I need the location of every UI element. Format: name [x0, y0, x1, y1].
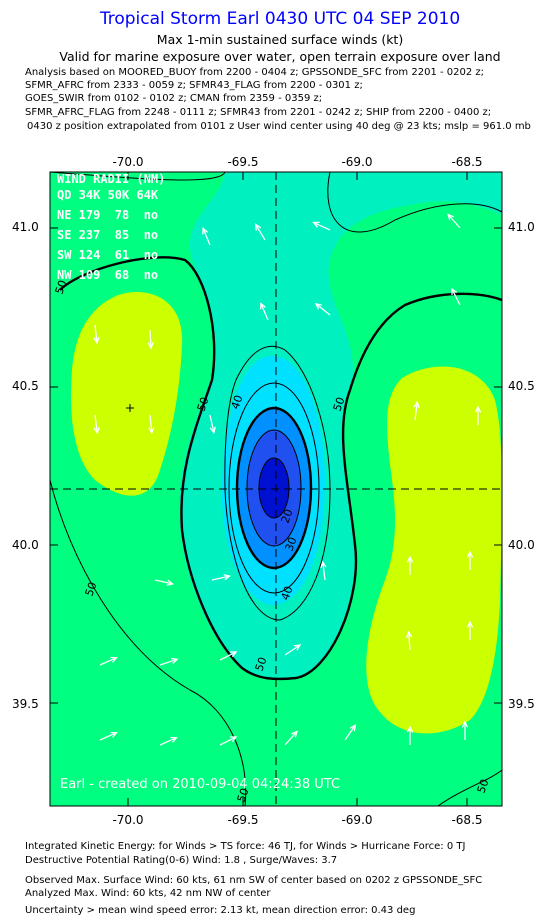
wind-arrow: [405, 630, 413, 651]
wind-arrow: [99, 731, 118, 741]
chart-title: Tropical Storm Earl 0430 UTC 04 SEP 2010: [99, 9, 461, 29]
wind-arrow: [344, 724, 357, 741]
x-tick-top: -69.5: [227, 155, 259, 169]
chart-subtitle: Max 1-min sustained surface winds (kt): [156, 32, 404, 47]
x-tick-bottom: -69.0: [341, 813, 373, 827]
wind-arrow: [284, 644, 302, 656]
wind-arrow: [93, 324, 100, 345]
wind-arrow: [312, 221, 331, 231]
contour-line-20: [235, 406, 313, 570]
wind-arrow: [209, 414, 216, 435]
contour-line-50: [437, 769, 502, 806]
contour-label: 50: [83, 580, 100, 598]
wind-vectors: [93, 213, 482, 746]
x-tick-bottom: -70.0: [112, 813, 144, 827]
contour-line-50: [50, 172, 226, 181]
wind-radii-columns: QD 34K 50K 64K: [57, 188, 159, 202]
dpr-line: Destructive Potential Rating(0-6) Wind: …: [25, 855, 338, 866]
ike-line: Integrated Kinetic Energy: for Winds > T…: [25, 841, 466, 852]
wind-arrow: [219, 651, 238, 661]
wind-radii-row: NE 179 78 no: [57, 208, 159, 222]
y-tick-left: 40.5: [12, 379, 39, 393]
max-wind-marker: [126, 404, 134, 412]
wind-arrow: [466, 620, 474, 640]
wind-arrow: [254, 223, 266, 241]
wind-arrow: [159, 736, 178, 746]
wind-arrow: [148, 414, 155, 435]
wind-radii-row: NW 109 68 no: [57, 268, 159, 282]
x-tick-bottom: -68.5: [451, 813, 483, 827]
contour-line-30: [228, 382, 320, 594]
contour-line-10: [246, 429, 302, 547]
y-tick-right: 40.5: [508, 379, 535, 393]
wind-arrow: [451, 287, 461, 306]
contour-label: 30: [283, 535, 300, 553]
contour-line-50: [59, 256, 502, 681]
analyzed-max-line: Analyzed Max. Wind: 60 kts, 42 nm NW of …: [25, 888, 271, 899]
wind-arrow: [413, 400, 420, 421]
wind-contours: 50 50 50 40 30 20 40 50 50 50 50: [50, 172, 502, 806]
contour-line-50: [327, 172, 502, 233]
contour-line-40: [224, 345, 331, 621]
wind-arrow: [147, 329, 154, 350]
y-tick-right: 39.5: [508, 697, 535, 711]
x-tick-top: -69.0: [341, 155, 373, 169]
y-tick-right: 41.0: [508, 220, 535, 234]
wind-arrow: [320, 560, 327, 581]
analysis-line: SFMR_AFRC from 2333 - 0059 z; SFMR43_FLA…: [25, 80, 363, 91]
y-tick-right: 40.0: [508, 538, 535, 552]
wind-radii-row: SE 237 85 no: [57, 228, 159, 242]
uncertainty-line: Uncertainty > mean wind speed error: 2.1…: [25, 905, 416, 916]
wind-arrow: [154, 579, 175, 586]
y-tick-left: 41.0: [12, 220, 39, 234]
wind-arrow: [93, 414, 100, 435]
wind-arrow: [284, 730, 298, 746]
contour-label: 50: [331, 395, 348, 413]
wind-arrow: [259, 302, 269, 321]
y-tick-left: 40.0: [12, 538, 39, 552]
storm-core: [259, 458, 289, 518]
contour-fill-60: [70, 292, 183, 496]
analysis-line: 0430 z position extrapolated from 0101 z…: [27, 121, 531, 132]
contour-label: 50: [53, 278, 70, 296]
wind-arrow: [406, 725, 414, 745]
contour-label: 50: [235, 786, 252, 804]
x-tick-top: -70.0: [112, 155, 144, 169]
wind-arrow: [314, 302, 331, 316]
analysis-line: GOES_SWIR from 0102 - 0102 z; CMAN from …: [25, 93, 323, 104]
wind-arrow: [219, 736, 238, 746]
contour-fill-60: [366, 366, 502, 734]
analysis-line: SFMR_AFRC_FLAG from 2248 - 0111 z; SFMR4…: [25, 107, 492, 118]
plot-frame: [49, 171, 503, 807]
y-tick-left: 39.5: [12, 697, 39, 711]
axis-ticks: [50, 172, 502, 806]
wind-arrow: [461, 720, 469, 740]
contour-label: 40: [229, 393, 246, 411]
wind-arrow: [202, 227, 211, 246]
wind-arrow: [447, 213, 461, 229]
wind-arrow: [466, 550, 474, 570]
contour-label: 50: [475, 777, 492, 795]
wind-arrow: [159, 657, 179, 666]
contour-line-core: [258, 457, 290, 519]
wind-arrow: [211, 574, 232, 581]
wind-arrow: [406, 555, 414, 575]
x-tick-bottom: -69.5: [227, 813, 259, 827]
contour-label: 50: [253, 655, 270, 673]
x-tick-top: -68.5: [451, 155, 483, 169]
contour-labels: 50 50 50 40 30 20 40 50 50 50 50: [53, 278, 492, 804]
contour-label: 50: [195, 395, 212, 413]
contour-line-50: [50, 479, 247, 806]
analysis-line: Analysis based on MOORED_BUOY from 2200 …: [25, 67, 485, 78]
wind-radii-heading: WIND RADII (NM): [57, 172, 166, 186]
contour-label: 20: [279, 507, 296, 525]
observed-max-line: Observed Max. Surface Wind: 60 kts, 61 n…: [25, 875, 483, 886]
wind-arrow: [99, 656, 118, 666]
credit-line: Earl - created on 2010-09-04 04:24:38 UT…: [60, 777, 341, 792]
wind-radii-row: SW 124 61 no: [57, 248, 159, 262]
contour-label: 40: [279, 584, 296, 602]
valid-note: Valid for marine exposure over water, op…: [59, 49, 501, 64]
wind-arrow: [474, 405, 482, 425]
